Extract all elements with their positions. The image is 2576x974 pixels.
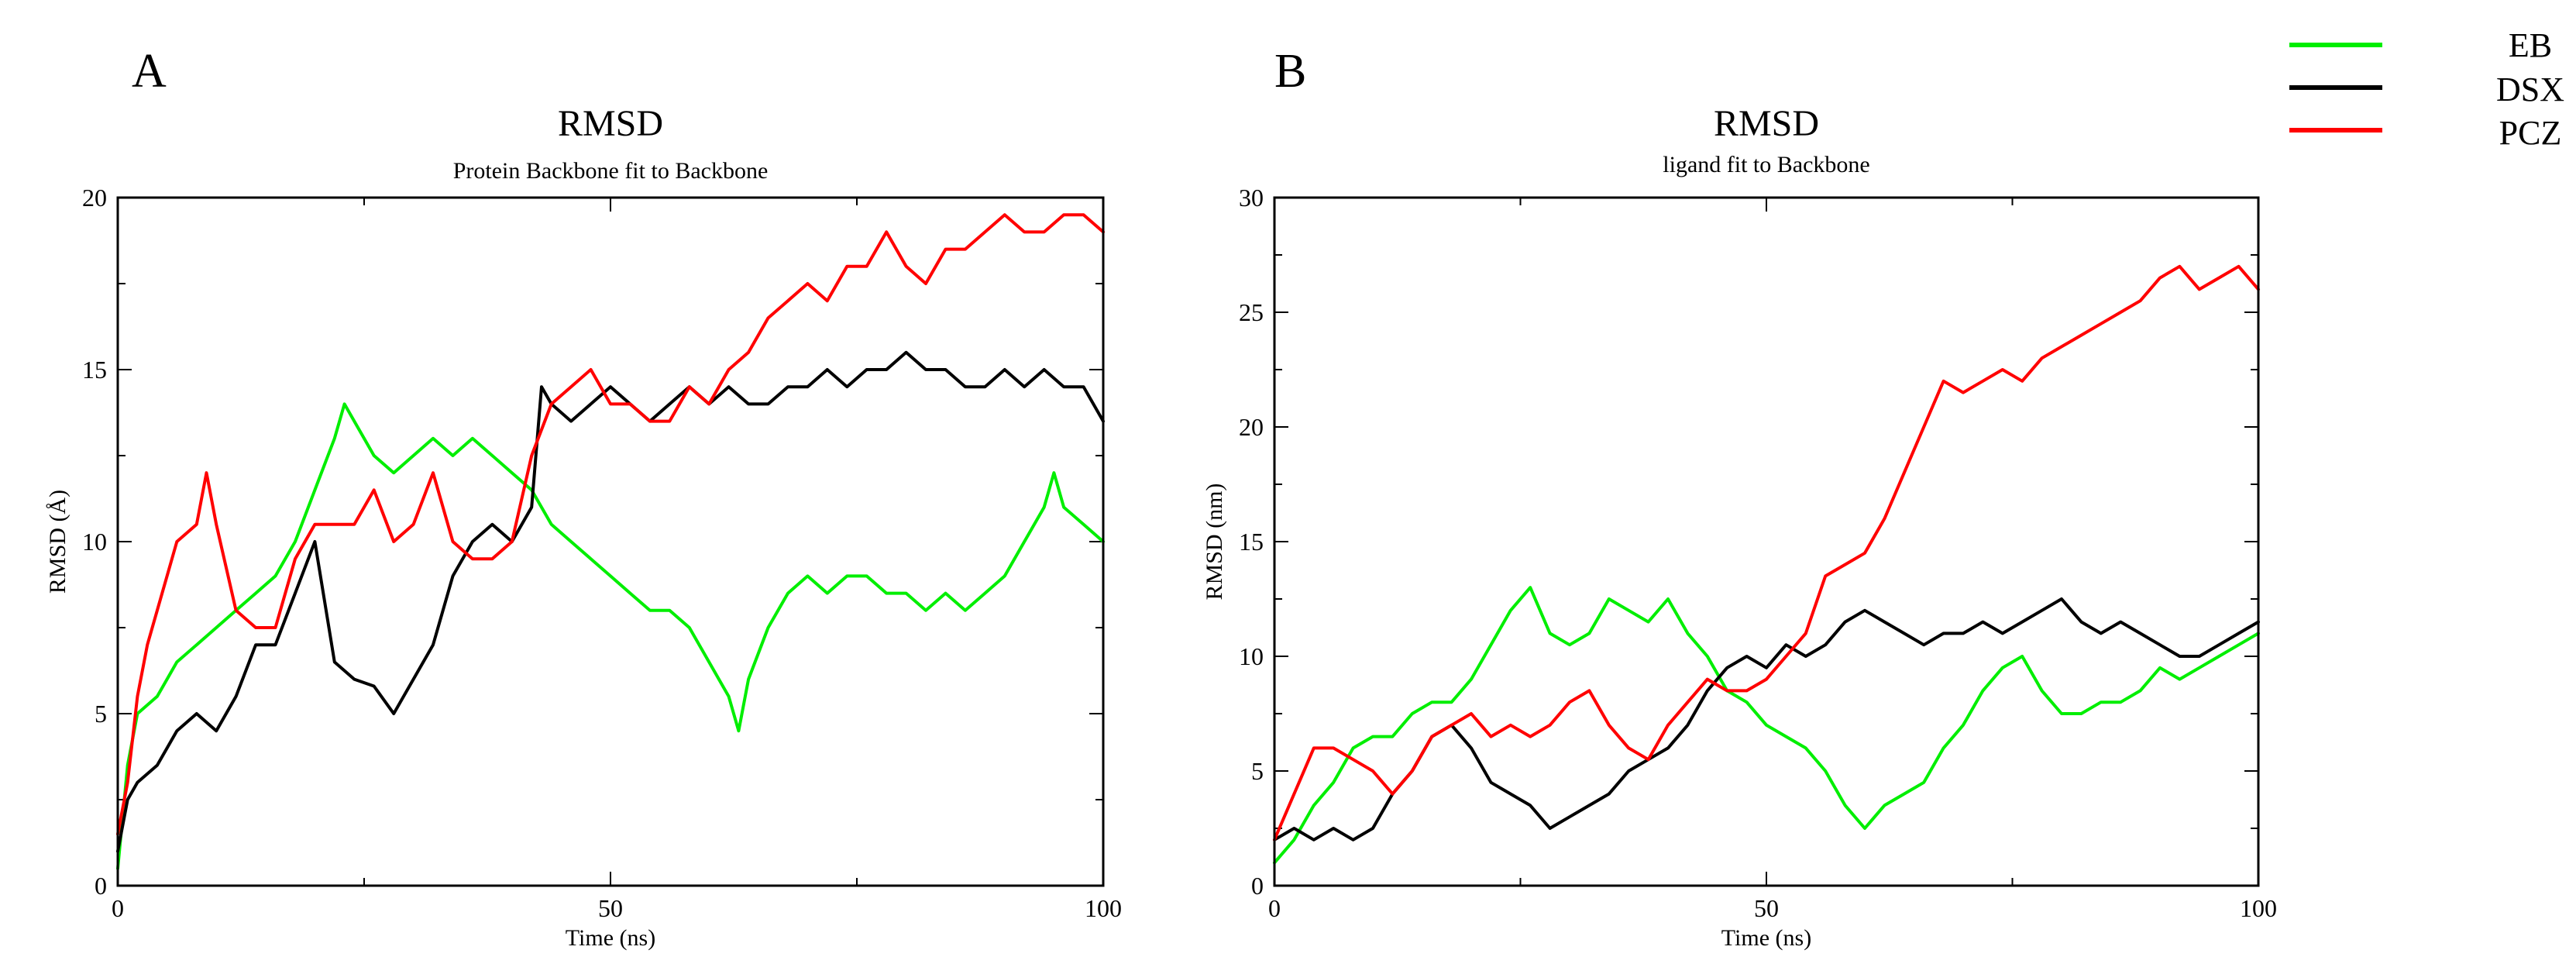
panel-a-y-tick-label: 20	[82, 184, 107, 212]
panel-a-x-tick-label: 50	[598, 894, 623, 922]
panel-b-series-pcz-line	[1273, 264, 2260, 841]
panel-b-frame	[1273, 196, 2260, 887]
panel-a-x-tick-label: 100	[1085, 894, 1122, 922]
panel-b-series-eb-line	[1273, 586, 2260, 865]
panel-b-y-tick-label: 20	[1239, 413, 1264, 441]
panel-a-y-tick-label: 10	[82, 528, 107, 556]
panel-a-chart: A RMSD Protein Backbone fit to Backbone …	[45, 45, 1122, 951]
panel-a-y-axis-label: RMSD (Å)	[45, 490, 71, 594]
panel-b-y-tick-label: 30	[1239, 184, 1264, 212]
panel-b-y-tick-label: 0	[1251, 872, 1264, 900]
legend-label-dsx: DSX	[2496, 71, 2564, 108]
panel-a-x-axis-label: Time (ns)	[566, 925, 655, 951]
panel-a-series-eb-line	[116, 402, 1105, 870]
panel-a-series-pcz-line	[116, 213, 1105, 836]
panel-b-subtitle: ligand fit to Backbone	[1663, 152, 1869, 177]
panel-a-letter: A	[132, 45, 167, 98]
panel-b-y-axis-label: RMSD (nm)	[1202, 484, 1227, 601]
panel-a-frame	[116, 196, 1105, 887]
legend-label-eb: EB	[2509, 26, 2552, 64]
legend-label-pcz: PCZ	[2499, 114, 2562, 152]
panel-a-series-dsx-line	[116, 350, 1105, 853]
panel-b-y-tick-label: 25	[1239, 298, 1264, 326]
panel-a-y-tick-label: 0	[95, 872, 107, 900]
panel-a-plot: 0 50 100 0 5 10 15 20	[82, 184, 1122, 922]
panel-b-series-dsx-line	[1273, 597, 2260, 841]
panel-b-x-tick-label: 0	[1268, 894, 1281, 922]
legend: EB DSX PCZ	[2289, 26, 2564, 152]
panel-b-y-tick-label: 15	[1239, 528, 1264, 556]
panel-b-x-tick-label: 100	[2240, 894, 2277, 922]
panel-a-x-tick-label: 0	[112, 894, 124, 922]
panel-b-x-tick-label: 50	[1754, 894, 1779, 922]
panel-b-chart: B RMSD ligand fit to Backbone 0 50 100 0 5 10…	[1202, 45, 2277, 951]
panel-b-x-axis-label: Time (ns)	[1721, 925, 1811, 951]
panel-b-letter: B	[1274, 45, 1306, 98]
panel-b-title: RMSD	[1714, 103, 1819, 144]
panel-a-title: RMSD	[558, 103, 663, 144]
panel-a-subtitle: Protein Backbone fit to Backbone	[453, 158, 769, 184]
panel-a-y-tick-label: 15	[82, 356, 107, 384]
panel-b-y-tick-label: 10	[1239, 642, 1264, 670]
panel-a-y-tick-label: 5	[95, 700, 107, 728]
panel-b-plot: 0 50 100 0 5 10 15 20 25 30	[1239, 184, 2277, 922]
panel-b-y-tick-label: 5	[1251, 757, 1264, 785]
